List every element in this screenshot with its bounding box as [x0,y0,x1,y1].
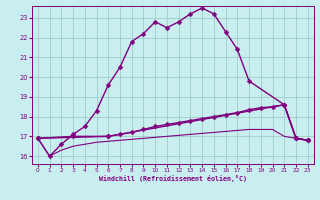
X-axis label: Windchill (Refroidissement éolien,°C): Windchill (Refroidissement éolien,°C) [99,175,247,182]
